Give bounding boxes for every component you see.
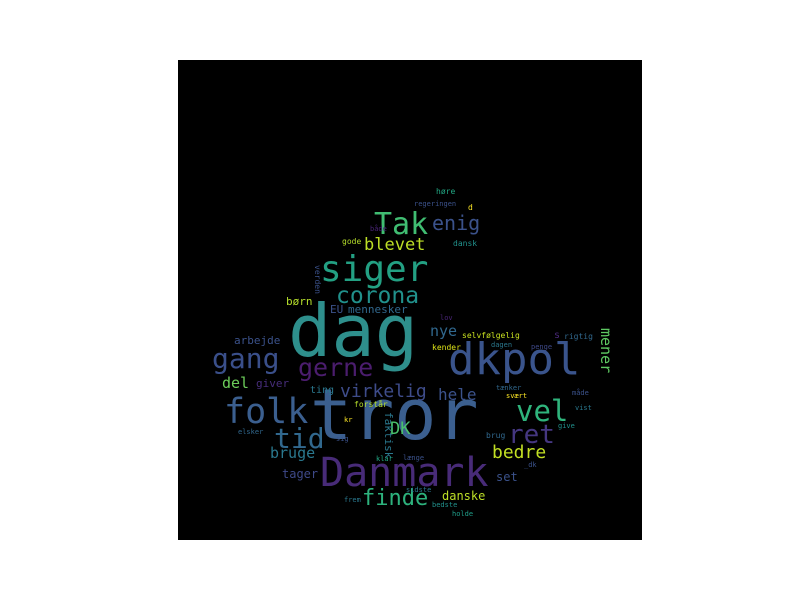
word-eu: EU xyxy=(330,303,344,316)
word-verden: verden xyxy=(313,265,322,294)
word-mennesker: mennesker xyxy=(348,303,408,316)
word-gang: gang xyxy=(212,342,280,375)
word-brug: brug xyxy=(486,431,506,440)
word-vist: vist xyxy=(575,404,592,412)
word-tid: tid xyxy=(274,422,325,455)
word-maade: måde xyxy=(572,389,589,397)
word-bruge: bruge xyxy=(270,444,316,462)
word-corona: corona xyxy=(336,283,420,309)
word-regeringen: regeringen xyxy=(414,200,457,208)
word-tror: tror xyxy=(310,374,479,456)
word-sig: sig xyxy=(336,435,349,443)
word-lov: lov xyxy=(440,314,453,322)
word-dag: dag xyxy=(288,289,419,373)
word-kender: kender xyxy=(432,343,461,352)
word-arbejde: arbejde xyxy=(234,334,281,347)
word-faktisk: faktisk xyxy=(382,412,395,459)
word-rigtig: rigtig xyxy=(564,332,593,341)
word-laenge: længe xyxy=(403,454,425,462)
word-gode: gode xyxy=(342,237,362,246)
word-ting: ting xyxy=(310,385,335,396)
word-elsker: elsker xyxy=(238,428,264,436)
word-penge: penge xyxy=(531,343,553,351)
word-enig: enig xyxy=(432,211,481,235)
word-dagen: dagen xyxy=(491,341,513,349)
word-giver: giver xyxy=(256,377,290,390)
word-selvfolgelig: selvfølgelig xyxy=(462,331,520,340)
word-danmark: Danmark xyxy=(320,450,489,496)
word-give: give xyxy=(558,422,575,430)
word-svaert: svært xyxy=(506,392,528,400)
word-frem: frem xyxy=(344,496,361,504)
word-baade: både xyxy=(370,225,387,233)
word-dk: DK xyxy=(390,419,411,439)
word-cloud: tror dag dkpol Danmark siger Tak folk ga… xyxy=(178,60,642,540)
word-d: d xyxy=(468,203,473,212)
word-finde: finde xyxy=(362,486,429,511)
word-gerne: gerne xyxy=(298,353,374,382)
word-ret: ret xyxy=(508,420,555,450)
word-mener: mener xyxy=(597,328,615,374)
word-born: børn xyxy=(286,295,313,308)
word-siger: siger xyxy=(320,249,429,290)
word-s: s xyxy=(554,330,561,341)
word-klar: klar xyxy=(376,455,393,463)
word-vel: vel xyxy=(516,394,569,428)
word-dkpol: dkpol xyxy=(448,334,581,385)
word-del: del xyxy=(222,374,250,392)
word-set: set xyxy=(496,470,518,484)
word-danske: danske xyxy=(442,489,486,503)
word-kr: kr xyxy=(344,416,353,424)
word-dansk: dansk xyxy=(453,239,478,248)
word-bedre: bedre xyxy=(492,442,547,463)
word-tager: tager xyxy=(282,467,319,481)
word-forstaar: forstår xyxy=(354,400,388,409)
word-hore: høre xyxy=(436,187,456,196)
word-taenker: tænker xyxy=(496,384,522,392)
word-dk-lower: _dk xyxy=(524,461,537,469)
word-nye: nye xyxy=(430,322,458,340)
word-hele: hele xyxy=(438,385,477,404)
word-folk: folk xyxy=(224,392,309,432)
word-blevet: blevet xyxy=(364,235,426,255)
word-sidste: sidste xyxy=(406,486,432,494)
word-virkelig: virkelig xyxy=(340,381,427,402)
word-bedste: bedste xyxy=(432,501,458,509)
word-holde: holde xyxy=(452,510,474,518)
word-tak: Tak xyxy=(374,207,429,242)
